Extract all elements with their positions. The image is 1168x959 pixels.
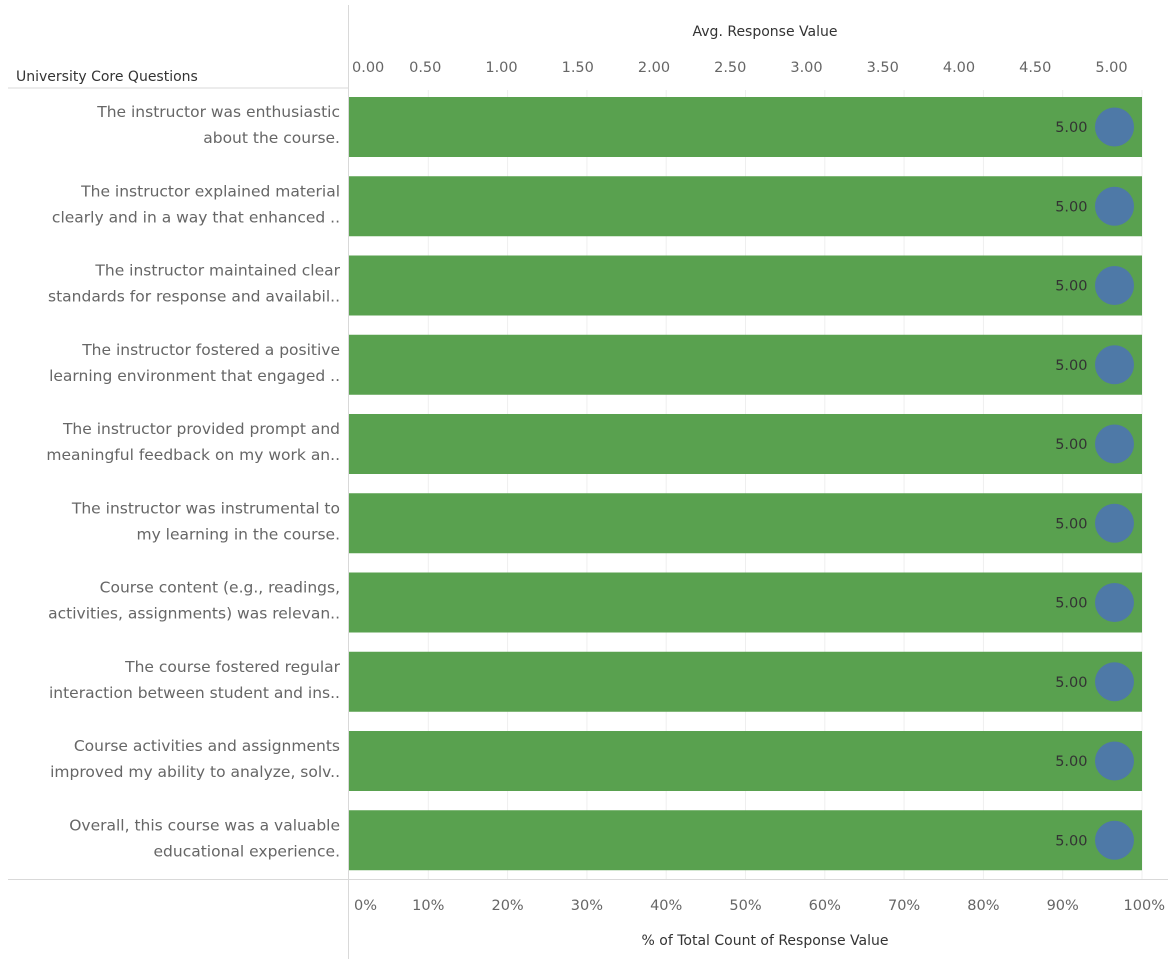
category-label-line: standards for response and availabil.. xyxy=(48,288,340,306)
bottom-tick-label: 20% xyxy=(491,898,523,914)
avg-response-dot xyxy=(1095,503,1134,543)
response-bar xyxy=(349,651,1142,712)
top-axis-ticks: 0.00 0.50 1.00 1.50 2.00 2.50 3.00 3.50 4.00 4.50… xyxy=(352,60,1128,76)
bottom-tick-label: 60% xyxy=(809,898,841,914)
response-bar xyxy=(349,97,1142,157)
category-label: Overall, this course was a valuable educa… xyxy=(69,816,340,860)
category-label-line: improved my ability to analyze, solv.. xyxy=(50,763,340,781)
avg-response-dot xyxy=(1095,107,1134,147)
category-label: The instructor provided prompt and meanin… xyxy=(46,420,340,464)
value-label: 5.00 xyxy=(1055,279,1087,295)
avg-response-dot xyxy=(1095,345,1134,385)
bottom-axis-ticks: 0% 10% 20% 30% 40% 50% 60% 70% 80% 90% 100% xyxy=(354,898,1165,914)
bottom-tick-label: 80% xyxy=(967,898,999,914)
value-label: 5.00 xyxy=(1055,754,1087,770)
bottom-tick-label: 50% xyxy=(729,898,761,914)
response-bar xyxy=(349,176,1142,237)
top-tick-label: 0.50 xyxy=(409,60,441,76)
top-axis-title: Avg. Response Value xyxy=(693,24,838,40)
category-label: The instructor was enthusiastic about the… xyxy=(96,103,340,147)
response-bar xyxy=(349,572,1142,633)
bottom-tick-label: 100% xyxy=(1124,898,1165,914)
value-label: 5.00 xyxy=(1055,437,1087,453)
category-label-line: about the course. xyxy=(203,129,340,147)
avg-response-dot xyxy=(1095,186,1134,226)
bottom-tick-label: 40% xyxy=(650,898,682,914)
response-bar xyxy=(349,493,1142,554)
category-label-line: The instructor maintained clear xyxy=(94,262,340,280)
category-label-line: educational experience. xyxy=(154,842,340,860)
response-bar xyxy=(349,255,1142,316)
value-label: 5.00 xyxy=(1055,675,1087,691)
category-label-line: Course content (e.g., readings, xyxy=(100,579,340,597)
category-label-line: Course activities and assignments xyxy=(74,737,340,755)
response-bar xyxy=(349,810,1142,871)
top-tick-label: 2.50 xyxy=(714,60,746,76)
bottom-tick-label: 90% xyxy=(1047,898,1079,914)
category-label-line: The instructor provided prompt and xyxy=(62,420,340,438)
value-label: 5.00 xyxy=(1055,199,1087,215)
category-label: The instructor explained material clearly… xyxy=(52,182,340,226)
avg-response-dot xyxy=(1095,820,1134,860)
top-tick-label: 5.00 xyxy=(1095,60,1127,76)
top-tick-label: 3.50 xyxy=(867,60,899,76)
value-label: 5.00 xyxy=(1055,516,1087,532)
category-label-line: Overall, this course was a valuable xyxy=(69,816,340,834)
bottom-tick-label: 30% xyxy=(571,898,603,914)
value-label: 5.00 xyxy=(1055,833,1087,849)
top-tick-label: 1.50 xyxy=(562,60,594,76)
bottom-tick-label: 10% xyxy=(412,898,444,914)
category-label-line: The course fostered regular xyxy=(124,658,340,676)
response-bar xyxy=(349,334,1142,395)
category-label-line: activities, assignments) was relevan.. xyxy=(48,605,340,623)
top-tick-label: 4.00 xyxy=(943,60,975,76)
bottom-tick-label: 0% xyxy=(354,898,377,914)
category-label-line: The instructor was instrumental to xyxy=(71,499,340,517)
value-label: 5.00 xyxy=(1055,596,1087,612)
category-label: Course content (e.g., readings, activitie… xyxy=(48,579,340,623)
top-tick-label: 3.00 xyxy=(790,60,822,76)
category-label-line: clearly and in a way that enhanced .. xyxy=(52,208,340,226)
category-label-line: learning environment that engaged .. xyxy=(49,367,340,385)
category-label-line: interaction between student and ins.. xyxy=(49,684,340,702)
category-label: The instructor fostered a positive learni… xyxy=(49,341,340,385)
bottom-tick-label: 70% xyxy=(888,898,920,914)
category-label: The instructor maintained clear standards… xyxy=(48,262,341,306)
bottom-axis-title: % of Total Count of Response Value xyxy=(642,933,889,949)
avg-response-dot xyxy=(1095,662,1134,702)
chart-rows: The instructor was enthusiastic about the… xyxy=(46,97,1142,871)
response-bar xyxy=(349,414,1142,474)
avg-response-dot xyxy=(1095,266,1134,305)
category-label: The course fostered regular interaction b… xyxy=(49,658,341,702)
category-label-line: The instructor was enthusiastic xyxy=(96,103,340,121)
response-bar xyxy=(349,731,1142,791)
top-tick-label: 0.00 xyxy=(352,60,384,76)
category-label-line: my learning in the course. xyxy=(136,525,340,543)
top-tick-label: 1.00 xyxy=(485,60,517,76)
category-label-line: The instructor fostered a positive xyxy=(81,341,340,359)
top-tick-label: 4.50 xyxy=(1019,60,1051,76)
value-label: 5.00 xyxy=(1055,358,1087,374)
top-tick-label: 2.00 xyxy=(638,60,670,76)
category-label: Course activities and assignments improve… xyxy=(50,737,340,781)
row-header: University Core Questions xyxy=(16,69,198,85)
avg-response-dot xyxy=(1095,741,1134,781)
avg-response-dot xyxy=(1095,583,1134,622)
avg-response-dot xyxy=(1095,424,1134,464)
category-label-line: The instructor explained material xyxy=(80,182,340,200)
value-label: 5.00 xyxy=(1055,120,1087,136)
category-label-line: meaningful feedback on my work an.. xyxy=(46,446,340,464)
category-label: The instructor was instrumental to my lea… xyxy=(71,499,340,543)
